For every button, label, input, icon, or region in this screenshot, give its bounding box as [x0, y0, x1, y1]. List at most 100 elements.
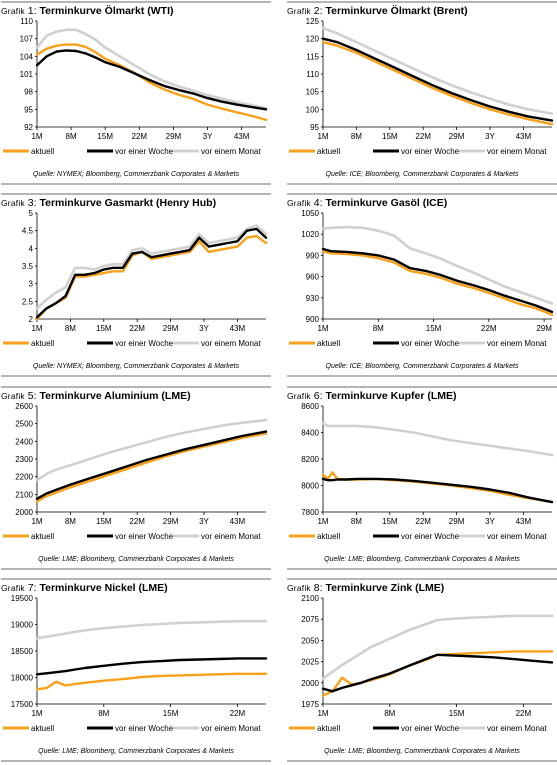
legend-label-monat: vor einem Monat — [487, 532, 547, 541]
panel-top-rule — [1, 386, 271, 388]
x-tick-label: 29M — [449, 132, 465, 141]
y-tick-label: 2000 — [15, 508, 33, 517]
x-tick-label: 15M — [97, 132, 113, 141]
series-line-monat — [321, 225, 554, 305]
legend-label-aktuell: aktuell — [317, 147, 340, 156]
x-tick-label: 8M — [373, 324, 384, 333]
panel-title: Grafik 7: Terminkurve Nickel (LME) — [1, 582, 271, 594]
chart-panel-3: Grafik 3: Terminkurve Gasmarkt (Henry Hu… — [1, 193, 271, 378]
x-tick-label: 22M — [516, 709, 532, 718]
x-tick-label: 1M — [31, 709, 42, 718]
panel-title: Grafik 4: Terminkurve Gasöl (ICE) — [287, 197, 557, 209]
series-line-woche — [321, 37, 554, 122]
panel-label-prefix: Grafik — [287, 6, 311, 16]
x-tick-label: 8M — [98, 709, 109, 718]
chart-kupfer: 7800 8000 8200 8400 8600 1M 8M 15M 22M 29M 3Y 43M ak… — [289, 402, 554, 541]
y-tick-label: 107 — [20, 35, 34, 44]
chart-nickel: 17500 18000 18500 19000 19500 1M 8M 15M 22M aktue… — [3, 594, 268, 733]
x-tick-label: 29M — [163, 517, 179, 526]
y-tick-label: 2500 — [15, 420, 33, 429]
y-tick-label: 5 — [29, 209, 34, 218]
legend-label-monat: vor einem Monat — [487, 724, 547, 733]
y-tick-label: 95 — [24, 105, 33, 114]
legend-label-woche: vor einer Woche — [115, 339, 174, 348]
y-tick-label: 2100 — [15, 490, 33, 499]
y-tick-label: 2025 — [301, 658, 319, 667]
y-tick-label: 19500 — [11, 594, 34, 603]
y-tick-label: 125 — [306, 17, 320, 26]
series-line-aktuell — [321, 41, 554, 126]
legend-label-monat: vor einem Monat — [201, 339, 261, 348]
y-tick-label: 101 — [20, 70, 34, 79]
series-line-monat — [35, 619, 268, 640]
legend-label-monat: vor einem Monat — [487, 339, 547, 348]
panel-title: Grafik 2: Terminkurve Ölmarkt (Brent) — [287, 5, 557, 17]
x-tick-label: 29M — [166, 132, 182, 141]
panel-label-prefix: Grafik — [1, 198, 25, 208]
chart-zink: 1975 2000 2025 2050 2075 2100 1M 8M 15M 22M aktuel… — [289, 594, 554, 733]
x-tick-label: 22M — [230, 709, 246, 718]
panel-number: 2: — [313, 5, 323, 17]
legend-label-woche: vor einer Woche — [401, 147, 460, 156]
x-tick-label: 43M — [230, 324, 246, 333]
series-line-aktuell — [321, 650, 554, 697]
x-tick-label: 15M — [96, 517, 112, 526]
y-tick-label: 120 — [306, 35, 320, 44]
chart-panel-6: Grafik 6: Terminkurve Kupfer (LME) 7800 8… — [287, 386, 557, 571]
series-line-monat — [35, 28, 268, 110]
x-tick-label: 15M — [426, 324, 442, 333]
series-line-monat — [321, 26, 554, 115]
series-line-woche — [35, 657, 268, 676]
x-tick-label: 43M — [234, 132, 250, 141]
panel-title-text: Terminkurve Ölmarkt (WTI) — [39, 5, 174, 17]
panel-title: Grafik 3: Terminkurve Gasmarkt (Henry Hu… — [1, 197, 271, 209]
x-tick-label: 3Y — [199, 517, 209, 526]
panel-top-rule — [287, 386, 557, 388]
panel-title: Grafik 1: Terminkurve Ölmarkt (WTI) — [1, 5, 271, 17]
y-tick-label: 2600 — [15, 402, 33, 411]
legend-label-monat: vor einem Monat — [201, 147, 261, 156]
series-line-woche — [35, 49, 268, 111]
panel-number: 5: — [27, 390, 37, 402]
panel-source: Quelle: LME; Bloomberg, Commerzbank Corp… — [38, 556, 234, 563]
legend-label-woche: vor einer Woche — [115, 147, 174, 156]
panel-label-prefix: Grafik — [1, 391, 25, 401]
series-line-aktuell — [321, 250, 554, 317]
panel-title-text: Terminkurve Gasöl (ICE) — [325, 197, 448, 209]
panel-top-rule — [287, 1, 557, 3]
x-tick-label: 1M — [317, 132, 328, 141]
panel-bottom-rule — [1, 183, 271, 185]
y-tick-label: 92 — [24, 123, 33, 132]
y-tick-label: 960 — [306, 273, 320, 282]
y-tick-label: 8000 — [301, 482, 319, 491]
x-tick-label: 43M — [230, 517, 246, 526]
y-tick-label: 18000 — [11, 674, 34, 683]
panel-bottom-rule — [287, 183, 557, 185]
y-tick-label: 8200 — [301, 455, 319, 464]
panel-title-text: Terminkurve Gasmarkt (Henry Hub) — [39, 197, 217, 209]
panel-top-rule — [287, 193, 557, 195]
x-tick-label: 3Y — [485, 132, 495, 141]
panel-title-text: Terminkurve Kupfer (LME) — [325, 390, 457, 402]
y-tick-label: 115 — [306, 52, 319, 61]
panel-bottom-rule — [287, 760, 557, 762]
panel-source: Quelle: ICE; Bloomberg, Commerzbank Corp… — [325, 363, 519, 370]
series-line-woche — [321, 247, 554, 314]
chart-panel-2: Grafik 2: Terminkurve Ölmarkt (Brent) 95… — [287, 1, 557, 186]
y-tick-label: 2300 — [15, 455, 33, 464]
panel-top-rule — [1, 1, 271, 3]
panel-title: Grafik 5: Terminkurve Aluminium (LME) — [1, 390, 271, 402]
series-line-monat — [35, 418, 268, 482]
panel-title-text: Terminkurve Ölmarkt (Brent) — [325, 5, 468, 17]
panel-source: Quelle: NYMEX; Bloomberg, Commerzbank Co… — [32, 363, 240, 370]
x-tick-label: 22M — [415, 517, 431, 526]
chart-henry-hub: 2 2.5 3 3.5 4 4.5 5 1M 8M 15M 22M 29M 3Y 43M aktuell vo… — [3, 209, 268, 348]
x-tick-label: 29M — [536, 324, 552, 333]
y-tick-label: 1020 — [301, 230, 319, 239]
panel-source: Quelle: ICE; Bloomberg, Commerzbank Corp… — [325, 171, 519, 178]
chart-panel-1: Grafik 1: Terminkurve Ölmarkt (WTI) 92 95… — [1, 1, 271, 186]
y-tick-label: 98 — [24, 88, 33, 97]
legend-label-monat: vor einem Monat — [201, 724, 261, 733]
panel-label-prefix: Grafik — [1, 583, 25, 593]
x-tick-label: 1M — [317, 324, 328, 333]
